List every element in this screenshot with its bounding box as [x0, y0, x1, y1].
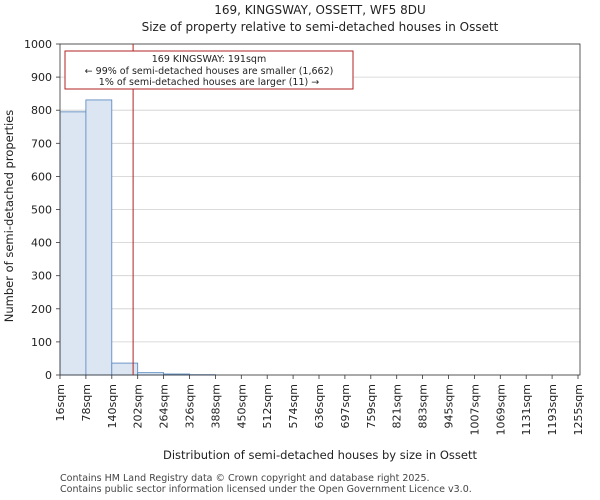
x-tick-label: 821sqm	[391, 384, 404, 428]
x-tick-label: 78sqm	[80, 384, 93, 421]
y-tick-label: 300	[31, 270, 52, 283]
x-tick-label: 1069sqm	[494, 384, 507, 435]
annotation-line-1: 169 KINGSWAY: 191sqm	[152, 54, 266, 65]
y-tick-label: 700	[31, 137, 52, 150]
y-tick-label: 100	[31, 336, 52, 349]
annotation-line-2: ← 99% of semi-detached houses are smalle…	[85, 66, 334, 77]
x-axis-ticks: 16sqm 78sqm 140sqm 202sqm 264sqm 326sqm 388sqm…	[54, 375, 585, 435]
bar	[85, 99, 113, 376]
x-tick-label: 512sqm	[261, 384, 274, 428]
y-tick-label: 800	[31, 104, 52, 117]
y-tick-label: 1000	[24, 38, 52, 51]
x-axis-label: Distribution of semi-detached houses by …	[163, 448, 477, 462]
x-tick-label: 697sqm	[339, 384, 352, 428]
x-tick-label: 1193sqm	[546, 384, 559, 435]
x-tick-label: 759sqm	[365, 384, 378, 428]
chart-subtitle: Size of property relative to semi-detach…	[142, 20, 499, 34]
bar	[59, 111, 87, 376]
annotation-frame	[64, 50, 354, 90]
annotation-box: 169 KINGSWAY: 191sqm ← 99% of semi-detac…	[64, 50, 354, 90]
footer-credit-1: Contains HM Land Registry data © Crown c…	[60, 473, 430, 484]
y-tick-label: 500	[31, 204, 52, 217]
bar	[111, 362, 139, 376]
y-tick-label: 0	[45, 369, 52, 382]
y-tick-label: 200	[31, 303, 52, 316]
grid-lines	[60, 43, 580, 376]
y-axis-label: Number of semi-detached properties	[2, 110, 16, 322]
x-tick-label: 1255sqm	[572, 384, 585, 435]
x-tick-label: 1131sqm	[520, 384, 533, 435]
x-tick-label: 140sqm	[106, 384, 119, 428]
y-tick-label: 600	[31, 170, 52, 183]
y-tick-label: 400	[31, 237, 52, 250]
x-tick-label: 16sqm	[54, 384, 67, 421]
x-tick-label: 202sqm	[132, 384, 145, 428]
x-tick-label: 326sqm	[184, 384, 197, 428]
chart-title: 169, KINGSWAY, OSSETT, WF5 8DU	[214, 3, 426, 17]
y-axis-ticks: 0 100 200 300 400 500 600 700 800 900 1000	[24, 38, 60, 382]
x-tick-label: 636sqm	[313, 384, 326, 428]
x-tick-label: 264sqm	[158, 384, 171, 428]
x-tick-label: 574sqm	[287, 384, 300, 428]
x-tick-label: 1007sqm	[468, 384, 481, 435]
footer-credit-2: Contains public sector information licen…	[60, 484, 472, 495]
x-tick-label: 450sqm	[235, 384, 248, 428]
y-tick-label: 900	[31, 71, 52, 84]
x-tick-label: 388sqm	[209, 384, 222, 428]
x-tick-label: 945sqm	[443, 384, 456, 428]
bars	[59, 99, 216, 376]
plot-frame	[59, 43, 581, 376]
annotation-line-3: 1% of semi-detached houses are larger (1…	[99, 77, 319, 88]
x-tick-label: 883sqm	[417, 384, 430, 428]
